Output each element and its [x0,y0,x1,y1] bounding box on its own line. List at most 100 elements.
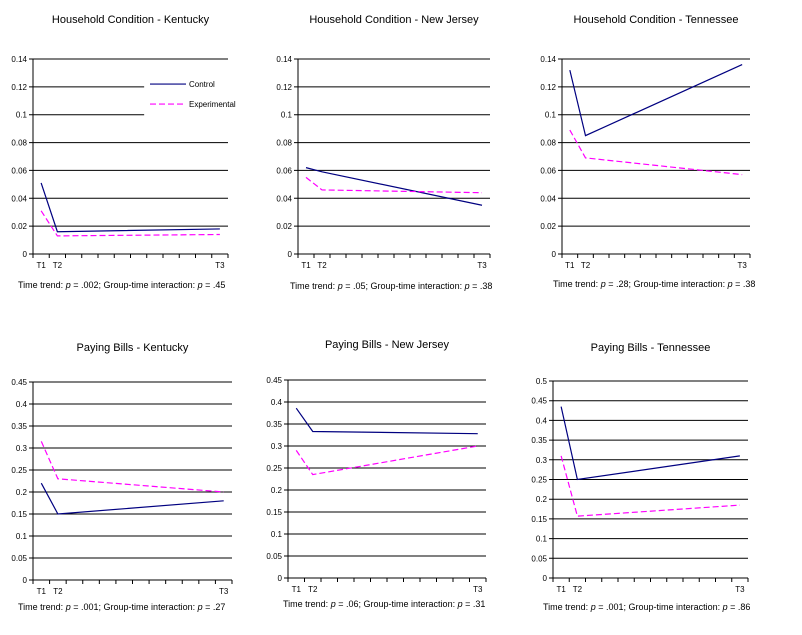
caption-label: = [205,602,211,612]
y-tick-label: 0.08 [11,139,27,148]
x-tick-label: T1 [565,261,575,270]
time-trend-p-value: .001 [606,602,624,612]
caption-label: ; Group-time interaction: [623,602,721,612]
caption-label: p [197,280,203,290]
y-tick-label: 0.08 [540,139,556,148]
y-tick-label: 0.25 [266,464,282,473]
significance-caption: Time trend: p = .28; Group-time interact… [553,279,755,289]
time-trend-p-value: .001 [81,602,99,612]
series-experimental-line [295,445,478,476]
x-tick-label: T2 [53,587,63,596]
y-tick-label: 0.15 [531,515,547,524]
series-experimental-line [40,441,224,493]
y-tick-label: 0 [23,250,28,259]
x-tick-label: T3 [477,261,487,270]
caption-label: ; Group-time interaction: [98,602,196,612]
caption-label: ; Group-time interaction: [365,281,463,291]
caption-label: ; Group-time interaction: [628,279,726,289]
x-tick-label: T2 [573,585,583,594]
significance-caption: Time trend: p = .002; Group-time interac… [18,280,225,290]
legend-label: Control [189,80,215,89]
interaction-p-value: .38 [479,281,493,291]
significance-caption: Time trend: p = .001; Group-time interac… [18,602,225,612]
y-tick-label: 0.2 [536,495,548,504]
interaction-p-value: .31 [472,599,486,609]
legend-label: Experimental [189,100,236,109]
x-tick-label: T1 [556,585,566,594]
series-experimental-line [40,210,220,237]
caption-label: = [598,602,604,612]
y-tick-label: 0.06 [11,166,27,175]
y-tick-label: 0.05 [531,554,547,563]
series-experimental-line [560,455,740,517]
chart-title: Household Condition - Tennessee [573,14,739,26]
y-tick-label: 0.4 [536,416,548,425]
y-tick-label: 0.14 [11,55,27,64]
series-experimental-line [305,176,483,194]
time-trend-p-value: .05 [353,281,366,291]
chart-title: Paying Bills - Tennessee [590,342,711,354]
interaction-p-value: .27 [212,602,226,612]
y-tick-label: 0.05 [266,552,282,561]
time-trend-p-value: .28 [616,279,629,289]
y-tick-label: 0.3 [16,444,28,453]
caption-label: = [338,599,344,609]
y-tick-label: 0.1 [545,111,557,120]
caption-label: p [330,599,336,609]
y-tick-label: 0.1 [271,530,283,539]
y-tick-label: 0.06 [540,166,556,175]
chart-title: Household Condition - New Jersey [309,14,479,26]
series-control-line [295,407,478,435]
caption-label: p [337,281,343,291]
y-tick-label: 0.12 [11,83,27,92]
caption-label: p [65,280,71,290]
y-tick-label: 0.12 [540,83,556,92]
x-tick-label: T2 [581,261,591,270]
caption-label: = [472,281,478,291]
y-tick-label: 0.02 [11,222,27,231]
x-tick-label: T1 [301,261,311,270]
x-tick-label: T3 [473,585,483,594]
y-tick-label: 0.02 [276,222,292,231]
series-control-line [560,406,740,481]
caption-label: p [727,279,733,289]
y-tick-label: 0 [543,574,548,583]
y-tick-label: 0.2 [16,488,28,497]
caption-label: ; Group-time interaction: [358,599,456,609]
y-tick-label: 0.45 [11,378,27,387]
y-tick-label: 0 [552,250,557,259]
y-tick-label: 0.4 [271,398,283,407]
interaction-p-value: .86 [737,602,751,612]
caption-label: Time trend: [543,602,589,612]
y-tick-label: 0.2 [271,486,283,495]
caption-label: Time trend: [290,281,336,291]
interaction-p-value: .38 [742,279,756,289]
x-tick-label: T2 [53,261,63,270]
caption-label: p [722,602,728,612]
interaction-p-value: .45 [212,280,226,290]
caption-label: Time trend: [553,279,599,289]
series-control-line [569,64,743,137]
x-tick-label: T3 [735,585,745,594]
y-tick-label: 0.02 [540,222,556,231]
time-trend-p-value: .002 [81,280,99,290]
y-tick-label: 0.25 [11,466,27,475]
caption-label: p [464,281,470,291]
series-control-line [305,167,483,206]
y-tick-label: 0.5 [536,377,548,386]
y-tick-label: 0.05 [11,554,27,563]
y-tick-label: 0.35 [11,422,27,431]
caption-label: = [730,602,736,612]
caption-label: = [73,280,79,290]
caption-label: p [600,279,606,289]
time-trend-p-value: .06 [346,599,359,609]
caption-label: p [457,599,463,609]
chart-title: Household Condition - Kentucky [51,14,210,26]
caption-label: = [73,602,79,612]
caption-label: Time trend: [18,602,64,612]
